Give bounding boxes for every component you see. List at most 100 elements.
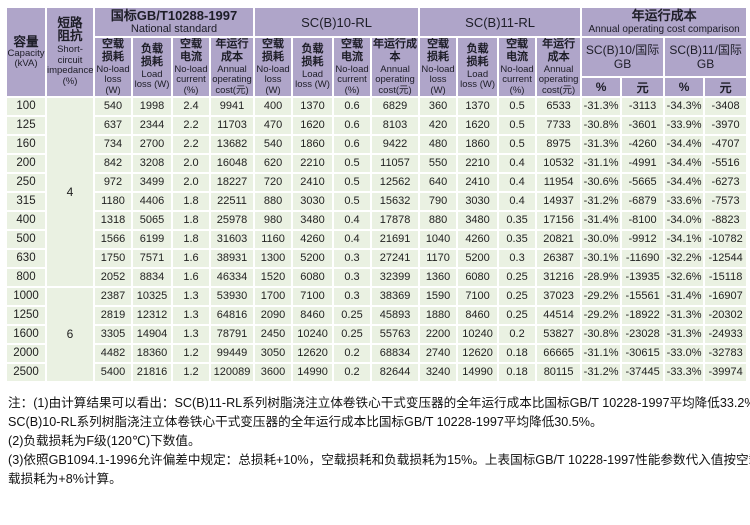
value-cell: -20302 (703, 305, 749, 326)
value-cell: 1370 (456, 96, 500, 117)
value-cell: -34.4% (663, 153, 706, 174)
col-header-sc10-load-loss: 负载损耗 Load loss (W) (291, 36, 335, 98)
value-cell: 8460 (456, 305, 500, 326)
value-cell: 2410 (456, 172, 500, 193)
value-cell: 4260 (456, 229, 500, 250)
value-cell: 55763 (370, 324, 421, 345)
value-cell: -37445 (620, 362, 666, 383)
group-header-gb: 国标GB/T10288-1997 National standard (92, 6, 256, 38)
value-cell: -39974 (703, 362, 749, 383)
value-cell: 0.18 (497, 343, 538, 364)
value-cell: 0.2 (332, 343, 373, 364)
value-cell: 540 (253, 134, 294, 155)
capacity-header-zh: 容量 (13, 34, 39, 49)
note-line: (2)负载损耗为F级(120℃)下数值。 (8, 434, 201, 448)
group-header-sc11: SC(B)11-RL (418, 6, 583, 38)
value-cell: 32399 (370, 267, 421, 288)
capacity-cell: 125 (5, 115, 47, 136)
value-cell: 9941 (208, 96, 256, 117)
value-cell: 78791 (208, 324, 256, 345)
value-cell: 0.25 (497, 305, 538, 326)
note-line: (3)依照GB1094.1-1996允许偏差中规定：总损耗+10%，空载损耗和负… (8, 453, 750, 467)
value-cell: 6080 (291, 267, 335, 288)
value-cell: 2450 (253, 324, 294, 345)
value-cell: -7573 (703, 191, 749, 212)
value-cell: -24933 (703, 324, 749, 345)
table-row: 315 1180 4406 1.8 22511 880 3030 0.5 15632 790 303… (5, 191, 749, 212)
value-cell: 15632 (370, 191, 421, 212)
group-header-gb-en: National standard (130, 23, 218, 35)
unit-header-sc10-percent: % (580, 76, 623, 98)
value-cell: -31.4% (580, 210, 623, 231)
value-cell: 1750 (93, 248, 133, 269)
value-cell: 53827 (535, 324, 583, 345)
value-cell: -33.3% (663, 362, 706, 383)
impedance-header-zh: 短路阻抗 (57, 16, 83, 43)
note-line: 注：(1)由计算结果可以看出：SC(B)11-RL系列树脂浇注立体卷铁心干式变压… (8, 396, 750, 410)
value-cell: 120089 (208, 362, 256, 383)
value-cell: 12562 (370, 172, 421, 193)
value-cell: 720 (253, 172, 294, 193)
value-cell: -34.1% (663, 229, 706, 250)
value-cell: 10532 (535, 153, 583, 174)
value-cell: -3113 (620, 96, 666, 117)
value-cell: 27241 (370, 248, 421, 269)
table-row: 1000 6 2387 10325 1.3 53930 1700 7100 0.3 38369 15… (5, 286, 749, 383)
value-cell: 31603 (208, 229, 256, 250)
value-cell: 1880 (418, 305, 459, 326)
value-cell: 2.2 (171, 134, 211, 155)
capacity-cell: 160 (5, 134, 47, 155)
value-cell: 6080 (456, 267, 500, 288)
value-cell: 540 (93, 96, 133, 117)
value-cell: -34.0% (663, 210, 706, 231)
value-cell: -31.3% (663, 324, 706, 345)
value-cell: -30.8% (580, 115, 623, 136)
value-cell: 2.0 (171, 172, 211, 193)
value-cell: 880 (418, 210, 459, 231)
value-cell: 18227 (208, 172, 256, 193)
value-cell: -13935 (620, 267, 666, 288)
value-cell: 0.5 (497, 134, 538, 155)
value-cell: 10325 (131, 286, 173, 307)
value-cell: 0.4 (332, 229, 373, 250)
value-cell: -34.4% (663, 172, 706, 193)
value-cell: 3305 (93, 324, 133, 345)
value-cell: -32783 (703, 343, 749, 364)
value-cell: -3970 (703, 115, 749, 136)
value-cell: -11690 (620, 248, 666, 269)
value-cell: 8975 (535, 134, 583, 155)
value-cell: 0.5 (332, 172, 373, 193)
capacity-cell: 1250 (5, 305, 47, 326)
value-cell: 10240 (291, 324, 335, 345)
value-cell: -6273 (703, 172, 749, 193)
value-cell: 0.3 (497, 248, 538, 269)
value-cell: 0.2 (497, 324, 538, 345)
value-cell: 0.35 (497, 210, 538, 231)
value-cell: 3480 (456, 210, 500, 231)
value-cell: 0.3 (332, 286, 373, 307)
value-cell: 2.4 (171, 96, 211, 117)
value-cell: 21691 (370, 229, 421, 250)
value-cell: 2819 (93, 305, 133, 326)
value-cell: 14990 (456, 362, 500, 383)
value-cell: 1180 (93, 191, 133, 212)
value-cell: 8834 (131, 267, 173, 288)
table-row: 2500 5400 21816 1.2 120089 3600 14990 0.2 82644 3… (5, 362, 749, 383)
value-cell: 6199 (131, 229, 173, 250)
value-cell: 637 (93, 115, 133, 136)
value-cell: 26387 (535, 248, 583, 269)
value-cell: 14904 (131, 324, 173, 345)
capacity-cell: 400 (5, 210, 47, 231)
page: 容量 Capacity (kVA) 短路阻抗 Short-circuit imp… (5, 6, 750, 486)
col-header-sc10-no-load-current: 空载电流 No-load current (%) (332, 36, 373, 98)
value-cell: 21816 (131, 362, 173, 383)
group-header-comparison: 年运行成本 Annual operating cost comparison (580, 6, 749, 38)
value-cell: 38369 (370, 286, 421, 307)
value-cell: 972 (93, 172, 133, 193)
impedance-header-unit: (%) (62, 75, 78, 87)
value-cell: 11703 (208, 115, 256, 136)
value-cell: -5516 (703, 153, 749, 174)
unit-header-sc11-percent: % (663, 76, 706, 98)
value-cell: -31.3% (663, 305, 706, 326)
value-cell: 5400 (93, 362, 133, 383)
